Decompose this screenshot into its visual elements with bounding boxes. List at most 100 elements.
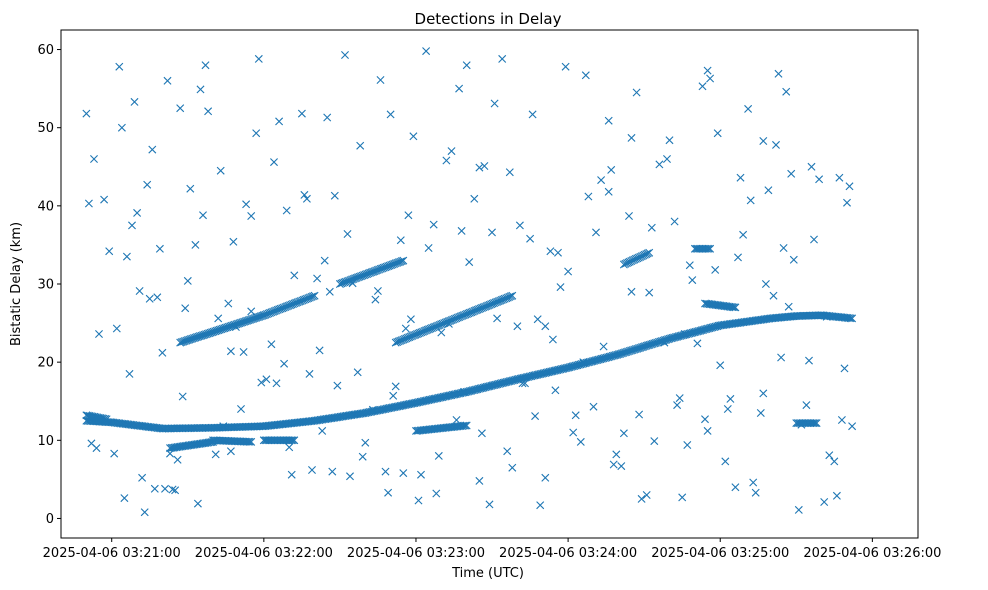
detection-point — [100, 195, 109, 204]
detection-point — [663, 155, 671, 163]
detection-point — [189, 334, 198, 343]
detection-point — [607, 352, 616, 361]
detection-point — [807, 162, 816, 171]
detection-point — [584, 192, 593, 201]
detection-point — [485, 382, 494, 391]
x-tick-label: 2025-04-06 03:22:00 — [195, 546, 333, 561]
detection-point — [254, 54, 263, 63]
detection-point — [93, 413, 102, 422]
detection-point — [250, 314, 259, 323]
detection-point — [550, 366, 559, 375]
detection-point — [693, 339, 702, 348]
detection-point — [430, 394, 439, 403]
detection-point — [670, 217, 679, 226]
detection-point — [726, 394, 735, 403]
detection-point — [589, 402, 598, 411]
detection-point — [455, 389, 463, 398]
detection-point — [527, 372, 536, 381]
detection-point — [706, 244, 715, 253]
detection-point — [214, 314, 223, 323]
detection-point — [199, 331, 207, 340]
y-tick-label: 0 — [46, 512, 54, 527]
detection-point — [381, 405, 390, 413]
detection-point — [619, 429, 628, 438]
detection-point — [713, 322, 722, 331]
detection-point — [450, 390, 459, 399]
detection-point — [186, 184, 195, 193]
detection-point — [226, 347, 235, 356]
detection-point — [257, 378, 266, 387]
detection-point — [495, 379, 503, 388]
detection-point — [751, 488, 760, 497]
detection-point — [665, 334, 674, 343]
detection-point — [684, 329, 692, 338]
detection-point — [290, 436, 299, 445]
detection-point — [705, 324, 714, 333]
detection-point — [297, 109, 306, 118]
detection-point — [716, 361, 725, 370]
detection-point — [506, 292, 515, 301]
detection-point — [399, 256, 408, 265]
detection-point — [530, 371, 539, 380]
detection-point — [545, 367, 554, 376]
detection-point — [568, 362, 577, 371]
detection-point — [330, 191, 339, 200]
detection-point — [476, 384, 485, 393]
detection-point — [673, 401, 682, 410]
detection-point — [451, 390, 460, 399]
detection-point — [604, 187, 613, 196]
x-tick-label: 2025-04-06 03:26:00 — [803, 546, 941, 561]
detection-point — [85, 411, 94, 420]
detection-point — [135, 287, 144, 295]
detection-point — [197, 331, 206, 340]
detection-point — [505, 377, 514, 386]
detection-point — [693, 327, 702, 336]
detection-point — [526, 234, 535, 243]
detection-point — [682, 330, 691, 339]
detection-point — [315, 346, 324, 355]
detection-point — [247, 437, 256, 446]
detection-point — [176, 338, 185, 347]
detection-point — [343, 230, 352, 238]
detection-point — [621, 348, 629, 357]
detection-point — [713, 129, 722, 138]
detection-point — [358, 452, 367, 461]
detection-point — [635, 410, 644, 419]
detection-point — [488, 381, 497, 390]
detection-point — [731, 483, 740, 492]
detection-point — [399, 469, 408, 478]
detection-point — [244, 437, 253, 446]
detection-point — [155, 244, 164, 253]
detection-point — [101, 414, 110, 423]
detection-point — [571, 411, 580, 420]
detection-point — [356, 141, 365, 150]
detection-point — [150, 484, 159, 493]
detection-point — [462, 61, 471, 70]
detection-point — [183, 276, 192, 285]
detection-point — [439, 392, 448, 401]
detection-point — [703, 324, 712, 333]
detection-point — [255, 312, 264, 321]
detection-point — [569, 428, 578, 437]
detection-point — [631, 345, 640, 354]
detection-point — [697, 326, 706, 335]
detection-point — [617, 462, 626, 471]
detection-point — [418, 397, 427, 406]
detection-point — [711, 265, 720, 274]
detection-point — [240, 317, 249, 326]
detection-point — [655, 160, 664, 169]
detection-point — [510, 376, 519, 385]
detection-point — [515, 221, 524, 230]
detection-point — [822, 312, 831, 321]
detection-point — [195, 332, 204, 341]
detection-point — [348, 279, 357, 288]
detection-point — [734, 253, 742, 262]
detection-point — [220, 324, 229, 333]
detection-point — [782, 87, 791, 96]
detection-point — [444, 391, 453, 400]
detection-point — [591, 356, 600, 365]
detection-point — [323, 113, 332, 122]
detection-point — [158, 348, 167, 357]
detection-point — [746, 196, 755, 205]
detection-point — [561, 62, 570, 71]
